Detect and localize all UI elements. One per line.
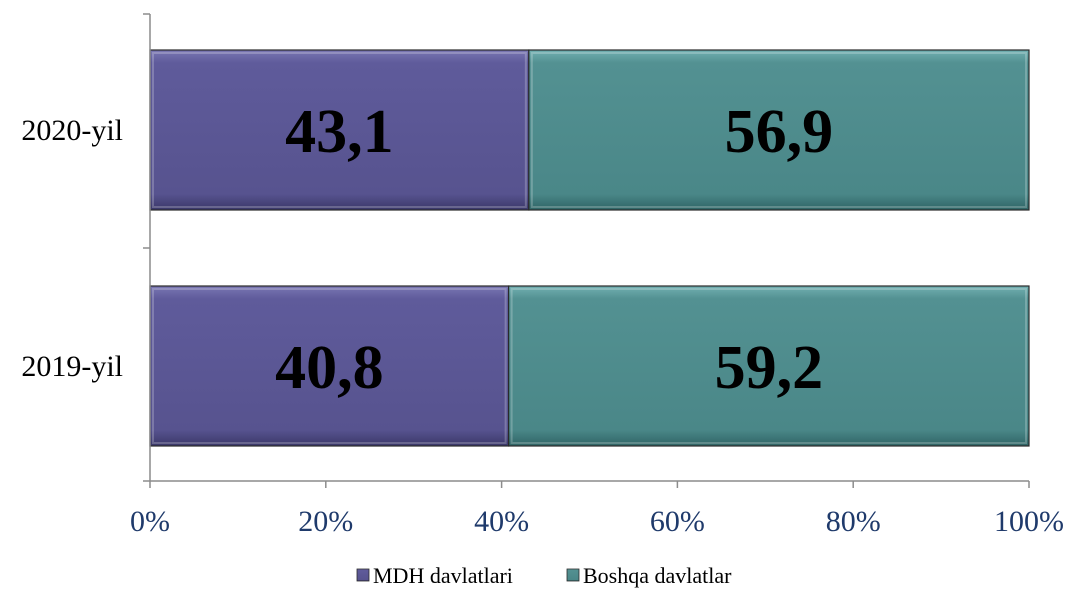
x-tick-label: 100% <box>994 505 1064 538</box>
x-tick-label: 80% <box>826 505 881 538</box>
category-label: 2019-yil <box>21 350 123 383</box>
x-tick-label: 40% <box>474 505 529 538</box>
bar-bevel <box>510 288 1027 444</box>
x-tick-label: 0% <box>130 505 170 538</box>
legend-swatch <box>566 568 580 582</box>
legend-label: Boshqa davlatlar <box>583 563 732 588</box>
data-label: 56,9 <box>725 98 834 166</box>
bar-2020-yil-series-1 <box>528 49 1030 211</box>
category-label: 2020-yil <box>21 114 123 147</box>
bar-bevel <box>152 288 507 444</box>
bar-2020-yil-series-0 <box>149 49 530 211</box>
data-label: 59,2 <box>715 334 824 402</box>
legend-swatch <box>356 568 370 582</box>
bar-2019-yil-series-1 <box>508 285 1030 447</box>
bar-2019-yil-series-0 <box>149 285 510 447</box>
bar-bevel <box>530 52 1027 208</box>
bar-bevel <box>152 52 527 208</box>
x-tick-label: 60% <box>650 505 705 538</box>
legend-label: MDH davlatlari <box>373 563 513 588</box>
data-label: 43,1 <box>285 98 394 166</box>
data-label: 40,8 <box>275 334 384 402</box>
x-tick-label: 20% <box>298 505 353 538</box>
